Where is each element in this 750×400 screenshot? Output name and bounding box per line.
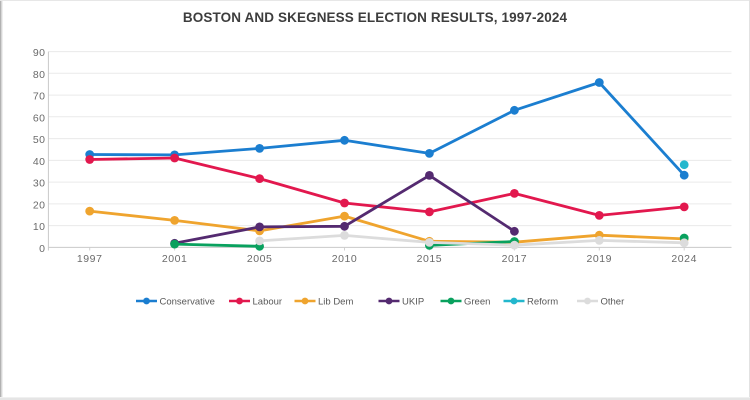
svg-text:Reform: Reform (527, 297, 558, 308)
svg-text:UKIP: UKIP (402, 297, 424, 308)
svg-text:2005: 2005 (247, 253, 273, 265)
svg-text:70: 70 (33, 91, 46, 103)
svg-text:Conservative: Conservative (160, 297, 215, 308)
svg-text:2017: 2017 (502, 253, 528, 265)
svg-text:80: 80 (33, 69, 46, 81)
svg-text:Green: Green (464, 297, 490, 308)
svg-text:Other: Other (601, 297, 625, 308)
svg-text:Lib Dem: Lib Dem (318, 297, 353, 308)
svg-text:30: 30 (33, 178, 46, 190)
svg-text:Labour: Labour (253, 297, 283, 308)
svg-text:50: 50 (33, 134, 46, 146)
svg-text:20: 20 (33, 200, 46, 212)
svg-text:2019: 2019 (587, 253, 613, 265)
svg-text:2010: 2010 (332, 253, 358, 265)
svg-text:10: 10 (33, 221, 46, 233)
svg-text:40: 40 (33, 156, 46, 168)
svg-text:2001: 2001 (162, 253, 188, 265)
svg-text:2024: 2024 (671, 253, 697, 265)
svg-text:2015: 2015 (417, 253, 443, 265)
svg-text:60: 60 (33, 112, 46, 124)
svg-text:1997: 1997 (77, 253, 103, 265)
svg-text:0: 0 (39, 243, 45, 255)
svg-text:90: 90 (33, 47, 46, 59)
